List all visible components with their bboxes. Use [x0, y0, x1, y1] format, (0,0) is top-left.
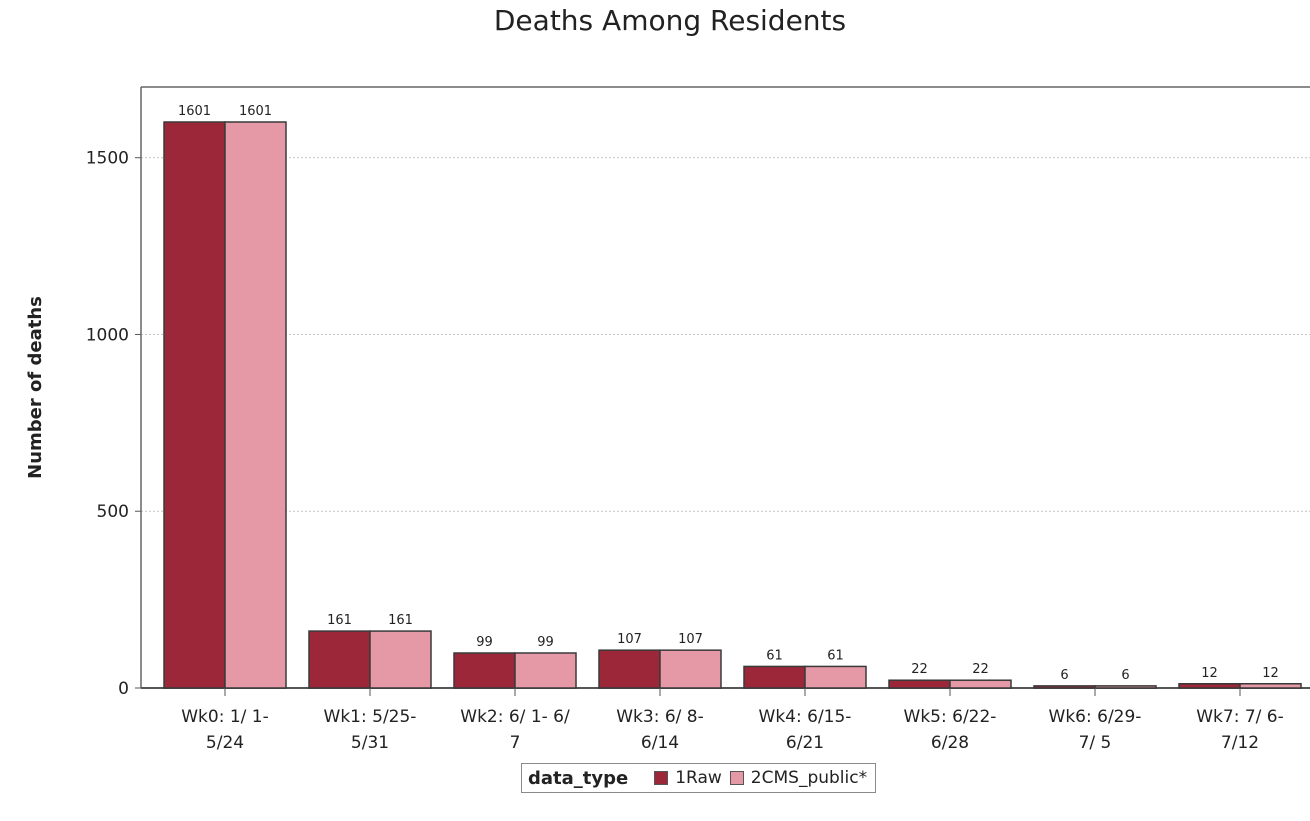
data-label: 22	[911, 662, 928, 677]
x-tick-label: 7	[510, 733, 521, 753]
data-label: 161	[327, 613, 352, 628]
x-tick-label: 7/12	[1221, 733, 1259, 753]
legend-label-2cms-public: 2CMS_public*	[750, 768, 868, 788]
bar-2cms-public-	[1239, 683, 1302, 689]
bar-2cms-public-	[659, 649, 722, 689]
data-label: 61	[827, 648, 844, 663]
legend-title: data_type	[528, 767, 629, 789]
x-tick-label: 7/ 5	[1079, 733, 1112, 753]
x-tick-label: 6/28	[931, 733, 969, 753]
bar-2cms-public-	[804, 665, 867, 689]
x-tick-label: 5/24	[206, 733, 244, 753]
y-tick-label: 0	[118, 679, 129, 699]
x-tick-label: Wk7: 7/ 6-	[1196, 707, 1284, 727]
data-label: 6	[1121, 668, 1129, 683]
data-label: 1601	[178, 104, 211, 119]
bar-1raw	[888, 679, 951, 689]
x-tick-label: Wk3: 6/ 8-	[616, 707, 704, 727]
data-label: 12	[1262, 666, 1279, 681]
bar-1raw	[743, 665, 806, 689]
data-label: 99	[476, 635, 493, 650]
y-axis-label: Number of deaths	[25, 296, 46, 479]
chart-title: Deaths Among Residents	[493, 4, 847, 37]
bar-2cms-public-	[514, 652, 577, 689]
x-tick-label: 6/14	[641, 733, 679, 753]
bar-2cms-public-	[949, 679, 1012, 689]
data-label: 107	[678, 632, 703, 647]
data-label: 6	[1060, 668, 1068, 683]
legend: data_type 1Raw 2CMS_public*	[521, 763, 877, 793]
bar-1raw	[598, 649, 661, 689]
bar-1raw	[308, 630, 371, 689]
data-label: 107	[617, 632, 642, 647]
x-tick-label: Wk5: 6/22-	[904, 707, 997, 727]
bar-2cms-public-	[369, 630, 432, 689]
y-tick-label: 1500	[86, 149, 129, 169]
data-label: 161	[388, 613, 413, 628]
bar-1raw	[1178, 683, 1241, 689]
y-tick-label: 500	[97, 502, 129, 522]
x-tick-label: 5/31	[351, 733, 389, 753]
legend-item-2cms-public: 2CMS_public*	[729, 768, 868, 788]
legend-swatch-2cms-public	[729, 771, 744, 785]
data-label: 1601	[239, 104, 272, 119]
data-label: 99	[537, 635, 554, 650]
legend-item-1raw: 1Raw	[654, 768, 722, 788]
bar-2cms-public-	[1094, 685, 1157, 689]
x-tick-label: Wk1: 5/25-	[324, 707, 417, 727]
x-tick-label: Wk6: 6/29-	[1049, 707, 1142, 727]
bar-1raw	[453, 652, 516, 689]
data-label: 12	[1201, 666, 1218, 681]
x-tick-label: Wk2: 6/ 1- 6/	[460, 707, 570, 727]
bar-chart: 0 500 1000 1500 Number of deaths 1601 1601 Wk0:…	[25, 86, 1310, 753]
x-tick-label: Wk0: 1/ 1-	[181, 707, 269, 727]
x-tick-label: Wk4: 6/15-	[759, 707, 852, 727]
y-tick-label: 1000	[86, 325, 129, 345]
legend-swatch-1raw	[654, 771, 669, 785]
bar-1raw	[1033, 685, 1096, 689]
x-tick-label: 6/21	[786, 733, 824, 753]
data-label: 61	[766, 648, 783, 663]
bar-2cms-public-	[224, 121, 287, 689]
bar-1raw	[163, 121, 226, 689]
data-label: 22	[972, 662, 989, 677]
legend-label-1raw: 1Raw	[675, 768, 722, 788]
